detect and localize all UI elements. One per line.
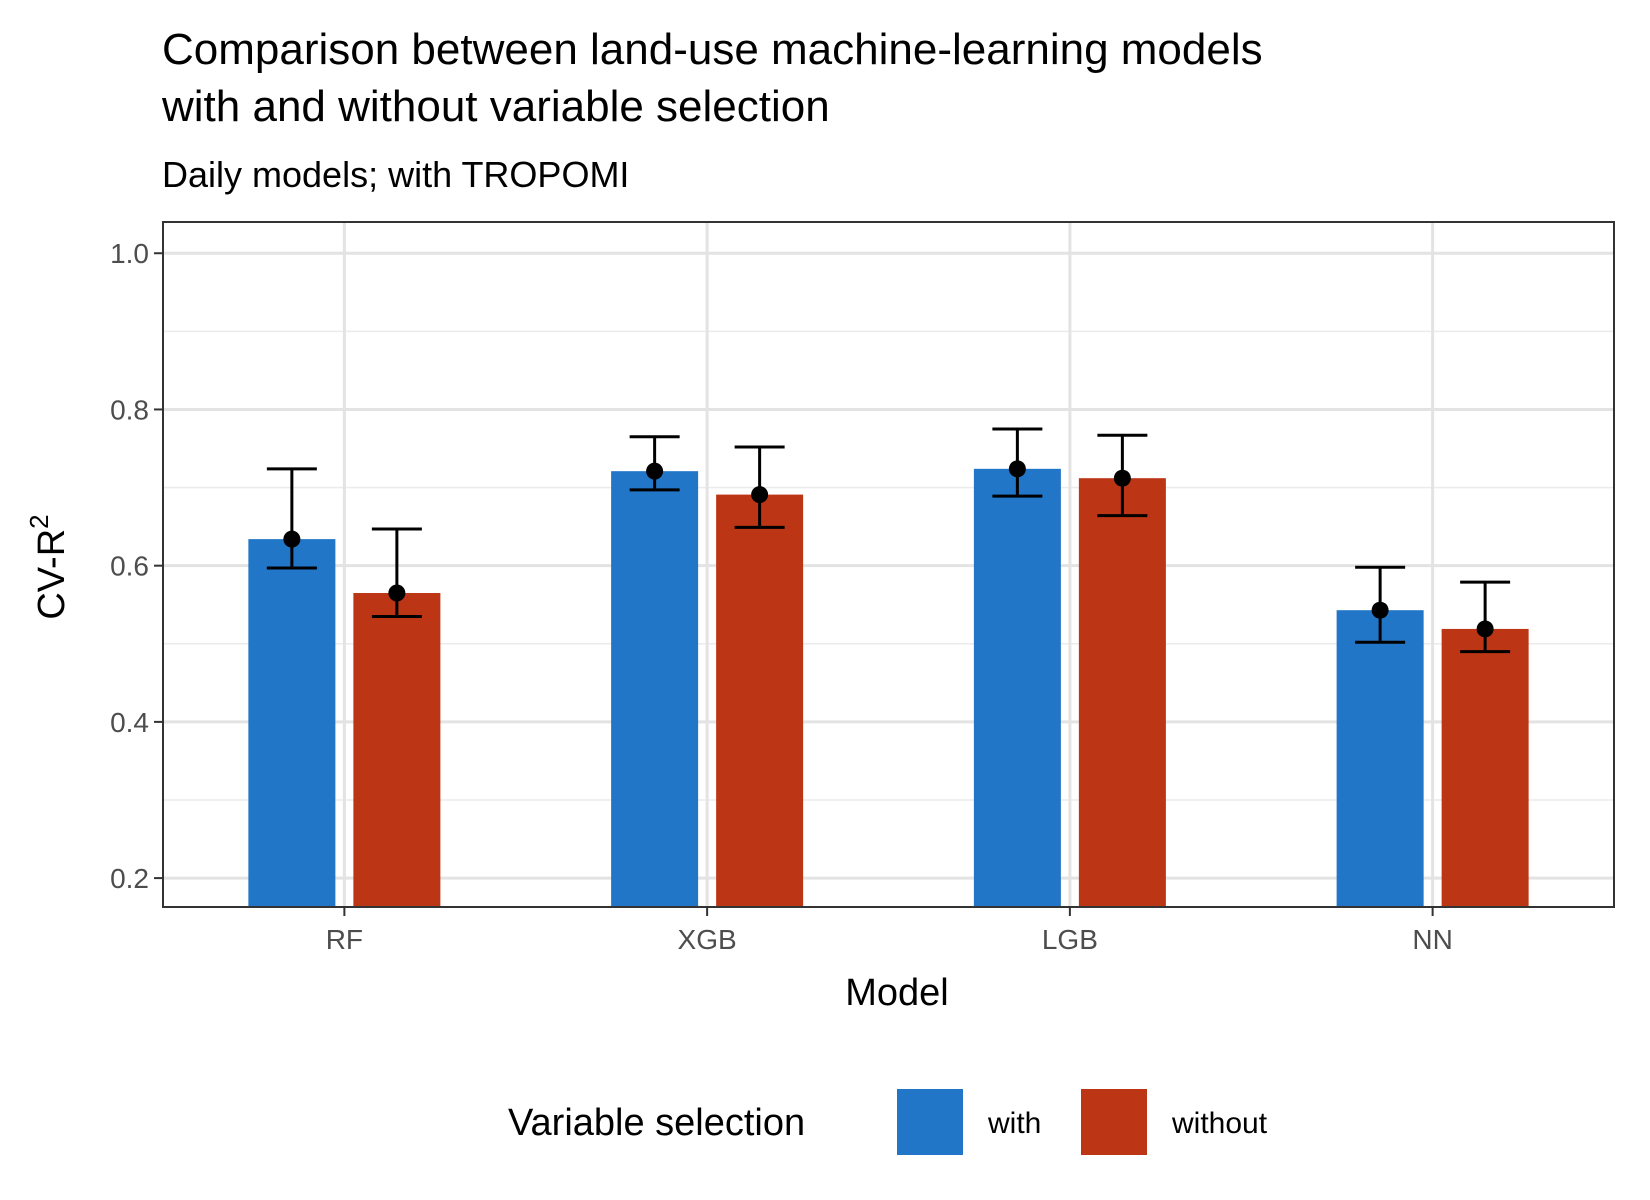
chart-subtitle: Daily models; with TROPOMI xyxy=(162,154,629,195)
legend-label-without: without xyxy=(1171,1107,1268,1140)
point-with-xgb xyxy=(646,462,664,480)
legend-swatch-with xyxy=(897,1089,963,1155)
x-axis-title: Model xyxy=(845,972,949,1014)
bar-with-xgb xyxy=(611,471,699,907)
y-tick-label: 0.8 xyxy=(110,394,149,425)
bar-without-rf xyxy=(353,593,441,907)
y-axis-title: CV-R2 xyxy=(24,514,73,619)
legend-title: Variable selection xyxy=(508,1102,805,1144)
y-tick-label: 0.4 xyxy=(110,707,149,738)
plot-border xyxy=(162,221,1615,908)
point-without-xgb xyxy=(751,486,769,504)
point-with-rf xyxy=(283,530,301,548)
point-without-rf xyxy=(388,584,406,602)
y-tick-label: 1.0 xyxy=(110,238,149,269)
bar-with-nn xyxy=(1336,610,1424,907)
point-without-lgb xyxy=(1113,469,1131,487)
plot-area: 0.2 0.4 0.6 0.8 1.0 RF XGB LGB NN xyxy=(110,221,1615,955)
legend-swatch-without xyxy=(1081,1089,1147,1155)
point-without-nn xyxy=(1476,620,1494,638)
x-tick-label-lgb: LGB xyxy=(1042,924,1098,955)
y-axis-title-superscript: 2 xyxy=(24,514,54,528)
x-tick-label-rf: RF xyxy=(326,924,363,955)
chart-title-line-2: with and without variable selection xyxy=(161,82,830,131)
bar-without-xgb xyxy=(716,494,804,907)
bar-without-lgb xyxy=(1078,478,1166,907)
chart-title-line-1: Comparison between land-use machine-lear… xyxy=(162,25,1263,74)
y-tick-label: 0.2 xyxy=(110,863,149,894)
x-tick-label-xgb: XGB xyxy=(678,924,737,955)
y-axis-title-base: CV-R xyxy=(31,529,73,620)
legend: Variable selection with without xyxy=(508,1089,1268,1155)
x-tick-label-nn: NN xyxy=(1412,924,1452,955)
point-with-nn xyxy=(1371,601,1389,619)
point-with-lgb xyxy=(1008,460,1026,478)
bar-with-rf xyxy=(248,539,336,907)
legend-label-with: with xyxy=(987,1107,1041,1140)
bar-without-nn xyxy=(1441,628,1529,907)
bar-with-lgb xyxy=(973,468,1061,907)
y-tick-label: 0.6 xyxy=(110,551,149,582)
